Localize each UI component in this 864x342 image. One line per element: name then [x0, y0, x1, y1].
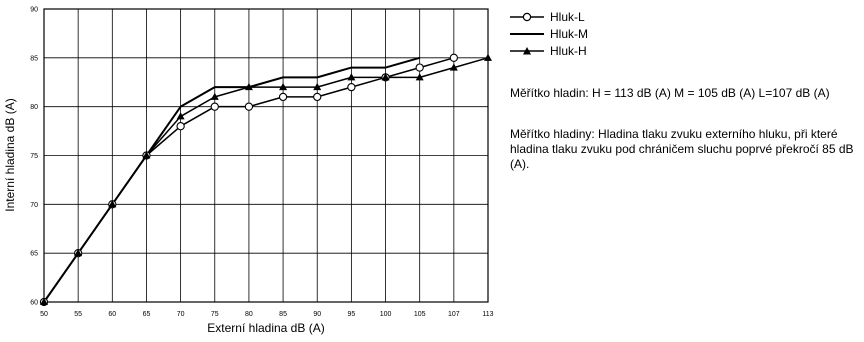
- data-point-hluk-h: [74, 248, 83, 257]
- x-tick-label: 75: [211, 311, 219, 318]
- data-point-hluk-h: [244, 82, 253, 91]
- data-point-hluk-l: [313, 92, 322, 102]
- series-line-hluk-h: [43, 57, 489, 303]
- data-point-hluk-l: [415, 63, 424, 72]
- x-tick-label: 80: [245, 311, 253, 318]
- x-tick-label: 107: [448, 311, 460, 318]
- scale-definition-note: Měřítko hladiny: Hladina tlaku zvuku ext…: [510, 127, 854, 171]
- x-tick-labels: 50 55 60 65 70 75 80 85 90 95 100 105 107 113: [40, 311, 494, 318]
- series-markers: [39, 53, 492, 307]
- data-point-hluk-h: [176, 112, 185, 120]
- legend-label: Hluk-L: [550, 9, 585, 24]
- legend: Hluk-L Hluk-M Hluk-H: [510, 8, 588, 59]
- series-line-hluk-m: [43, 56, 420, 303]
- legend-item-hluk-h: Hluk-H: [510, 42, 588, 59]
- legend-item-hluk-l: Hluk-L: [510, 8, 588, 25]
- data-point-hluk-l: [278, 92, 288, 102]
- plot-frame: [43, 8, 489, 303]
- x-tick-label: 60: [108, 311, 116, 318]
- x-tick-label: 100: [380, 311, 392, 318]
- y-tick-label: 70: [30, 202, 38, 209]
- grid: [43, 8, 489, 303]
- y-tick-label: 85: [30, 55, 38, 62]
- data-point-hluk-l: [210, 102, 219, 111]
- data-point-hluk-h: [40, 297, 48, 305]
- series-lines: [43, 56, 489, 303]
- x-tick-label: 55: [74, 311, 82, 318]
- x-tick-label: 105: [414, 311, 426, 318]
- y-tick-labels: 60 65 70 75 80 85 90: [30, 7, 38, 307]
- data-point-hluk-h: [142, 151, 151, 159]
- x-tick-label: 90: [313, 311, 321, 318]
- open-circle-line-icon: [510, 12, 544, 21]
- data-point-hluk-h: [108, 200, 117, 208]
- data-point-hluk-h: [279, 82, 288, 91]
- data-point-hluk-l: [244, 102, 254, 111]
- legend-item-hluk-m: Hluk-M: [510, 25, 588, 42]
- data-point-hluk-l: [449, 53, 458, 62]
- x-axis-label: Externí hladina dB (A): [207, 321, 324, 335]
- x-tick-label: 113: [482, 311, 493, 318]
- x-tick-label: 50: [40, 311, 48, 318]
- data-point-hluk-l: [176, 122, 185, 131]
- plain-line-icon: [510, 32, 544, 35]
- x-tick-label: 70: [177, 311, 185, 318]
- line-chart: 60 65 70 75 80 85 90 50 55 60 65 70 75 80 85 90 95 100 10…: [3, 7, 494, 336]
- y-tick-label: 65: [30, 251, 38, 258]
- x-tick-label: 65: [143, 311, 151, 318]
- filled-triangle-line-icon: [510, 46, 544, 54]
- y-axis-label: Interní hladina dB (A): [3, 98, 17, 211]
- data-point-hluk-l: [347, 82, 356, 92]
- y-tick-label: 75: [30, 153, 38, 160]
- data-point-hluk-h: [484, 53, 492, 61]
- legend-label: Hluk-M: [550, 26, 588, 41]
- x-tick-label: 85: [279, 311, 287, 318]
- data-point-hluk-h: [449, 63, 458, 71]
- y-tick-label: 60: [30, 300, 38, 307]
- data-point-hluk-h: [347, 73, 356, 81]
- data-point-hluk-h: [381, 73, 390, 81]
- data-point-hluk-h: [313, 82, 322, 91]
- y-tick-label: 80: [30, 104, 38, 111]
- data-point-hluk-h: [415, 73, 424, 81]
- legend-label: Hluk-H: [550, 43, 587, 58]
- y-tick-label: 90: [30, 7, 38, 14]
- scale-values-note: Měřítko hladin: H = 113 dB (A) M = 105 d…: [510, 86, 830, 100]
- x-tick-label: 95: [347, 311, 355, 318]
- data-point-hluk-h: [210, 92, 219, 100]
